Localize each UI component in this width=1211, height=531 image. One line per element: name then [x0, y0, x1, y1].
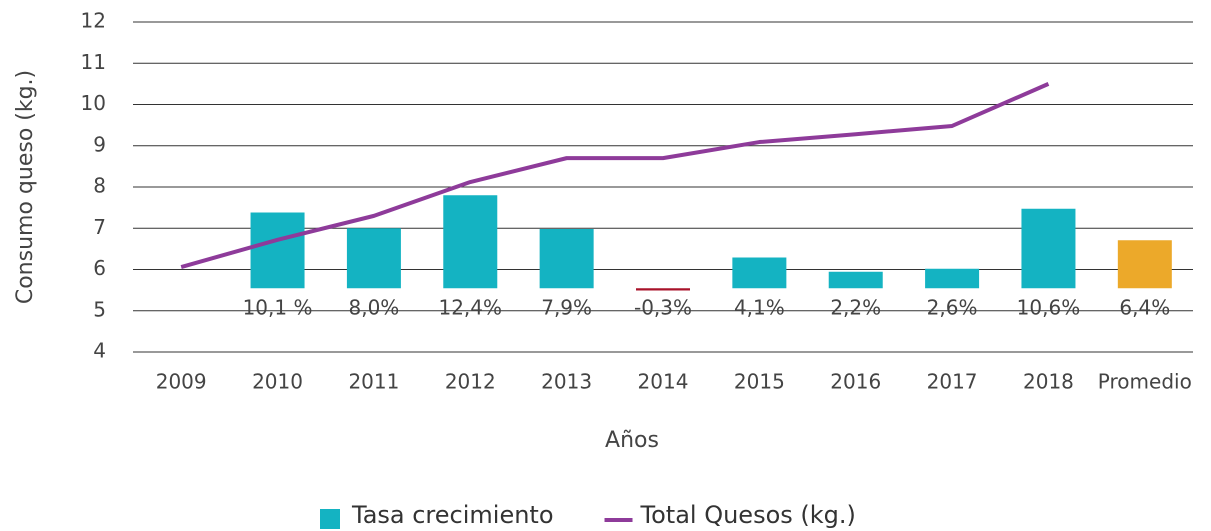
y-tick-label: 12: [81, 9, 106, 33]
legend-label: Tasa crecimiento: [351, 501, 554, 529]
y-tick-label: 8: [93, 174, 106, 198]
x-tick-label: 2011: [348, 370, 399, 394]
data-label: 8,0%: [349, 296, 400, 320]
x-tick-label: 2009: [156, 370, 207, 394]
x-tick-label: 2017: [927, 370, 978, 394]
bar: [732, 257, 787, 289]
y-tick-label: 9: [93, 132, 106, 156]
y-tick-label: 4: [93, 339, 106, 363]
x-tick-label: 2018: [1023, 370, 1074, 394]
bar: [1117, 240, 1172, 289]
x-tick-label: 2015: [734, 370, 785, 394]
y-tick-label: 11: [81, 50, 106, 74]
data-label: 2,6%: [927, 296, 978, 320]
x-tick-label: 2013: [541, 370, 592, 394]
legend-label: Total Quesos (kg.): [640, 501, 856, 529]
x-tick-label: 2016: [830, 370, 881, 394]
data-label: 2,2%: [830, 296, 881, 320]
line: [180, 82, 1050, 269]
data-label: 6,4%: [1119, 296, 1170, 320]
y-tick-label: 10: [81, 91, 106, 115]
bar: [636, 288, 690, 291]
bar: [925, 268, 980, 289]
x-tick-label: 2012: [445, 370, 496, 394]
data-label: 7,9%: [541, 296, 592, 320]
data-label: 10,1 %: [243, 296, 313, 320]
bar: [539, 229, 594, 289]
legend-swatch: [320, 509, 340, 529]
y-axis-label: Consumo queso (kg.): [13, 70, 38, 304]
x-tick-label: Promedio: [1098, 370, 1192, 394]
bar: [828, 271, 883, 289]
data-label: 4,1%: [734, 296, 785, 320]
data-label: 12,4%: [438, 296, 502, 320]
bar: [346, 228, 401, 289]
y-tick-label: 5: [93, 297, 106, 321]
y-tick-label: 6: [93, 256, 106, 280]
data-label: -0,3%: [634, 296, 692, 320]
x-tick-label: 2010: [252, 370, 303, 394]
data-label: 10,6%: [1017, 296, 1081, 320]
bar: [1021, 208, 1076, 289]
bar: [250, 212, 305, 289]
x-axis-label: Años: [605, 428, 659, 453]
x-tick-label: 2014: [638, 370, 689, 394]
y-tick-label: 7: [93, 215, 106, 239]
bar: [443, 195, 498, 289]
